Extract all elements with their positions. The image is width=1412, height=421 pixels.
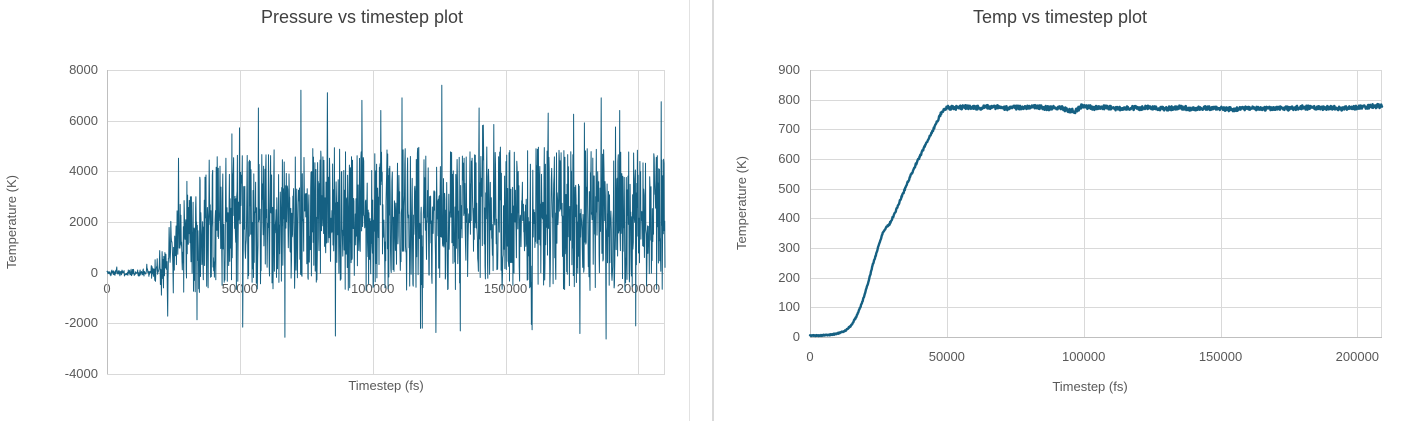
x-tick-label: 100000 — [1061, 349, 1106, 364]
x-tick-label: 200000 — [616, 280, 661, 296]
x-tick-label: 50000 — [221, 280, 258, 296]
y-tick-label: 6000 — [69, 112, 98, 128]
x-tick-label: 200000 — [1335, 349, 1380, 364]
y-tick-label: 500 — [778, 180, 800, 196]
y-tick-label: 0 — [90, 264, 98, 280]
x-tick-label: 150000 — [483, 280, 528, 296]
x-tick-label: 50000 — [928, 349, 965, 364]
chart-title: Temp vs timestep plot — [972, 7, 1148, 27]
y-tick-label: 100 — [778, 299, 800, 315]
chart-divider — [712, 0, 714, 421]
y-tick-label: 300 — [778, 240, 800, 255]
y-tick-label: 600 — [778, 151, 800, 166]
y-tick-label: 8000 — [69, 62, 98, 77]
y-tick-label: -4000 — [64, 366, 98, 381]
plot-area — [106, 70, 666, 375]
y-tick-label: 0 — [792, 329, 800, 344]
y-tick-label: 400 — [778, 210, 800, 226]
x-tick-label: 0 — [103, 280, 111, 296]
y-axis-title: Temperature (K) — [4, 175, 19, 269]
left-chart-right-border — [689, 0, 690, 421]
x-tick-label: 150000 — [1198, 349, 1243, 364]
y-tick-label: 200 — [778, 269, 800, 285]
y-tick-label: -2000 — [64, 315, 98, 331]
x-axis-title: Timestep (fs) — [1052, 379, 1128, 394]
x-tick-label: 100000 — [351, 280, 395, 296]
y-tick-label: 700 — [778, 121, 800, 137]
y-tick-label: 800 — [778, 91, 800, 107]
chart-title: Pressure vs timestep plot — [260, 7, 464, 27]
y-tick-label: 4000 — [69, 163, 98, 179]
x-tick-label: 0 — [806, 349, 814, 364]
y-axis-title: Temperature (K) — [734, 156, 749, 250]
y-tick-label: 900 — [778, 62, 800, 77]
x-axis-title: Timestep (fs) — [348, 378, 424, 393]
y-tick-label: 2000 — [69, 214, 98, 229]
plot-area — [808, 70, 1384, 339]
